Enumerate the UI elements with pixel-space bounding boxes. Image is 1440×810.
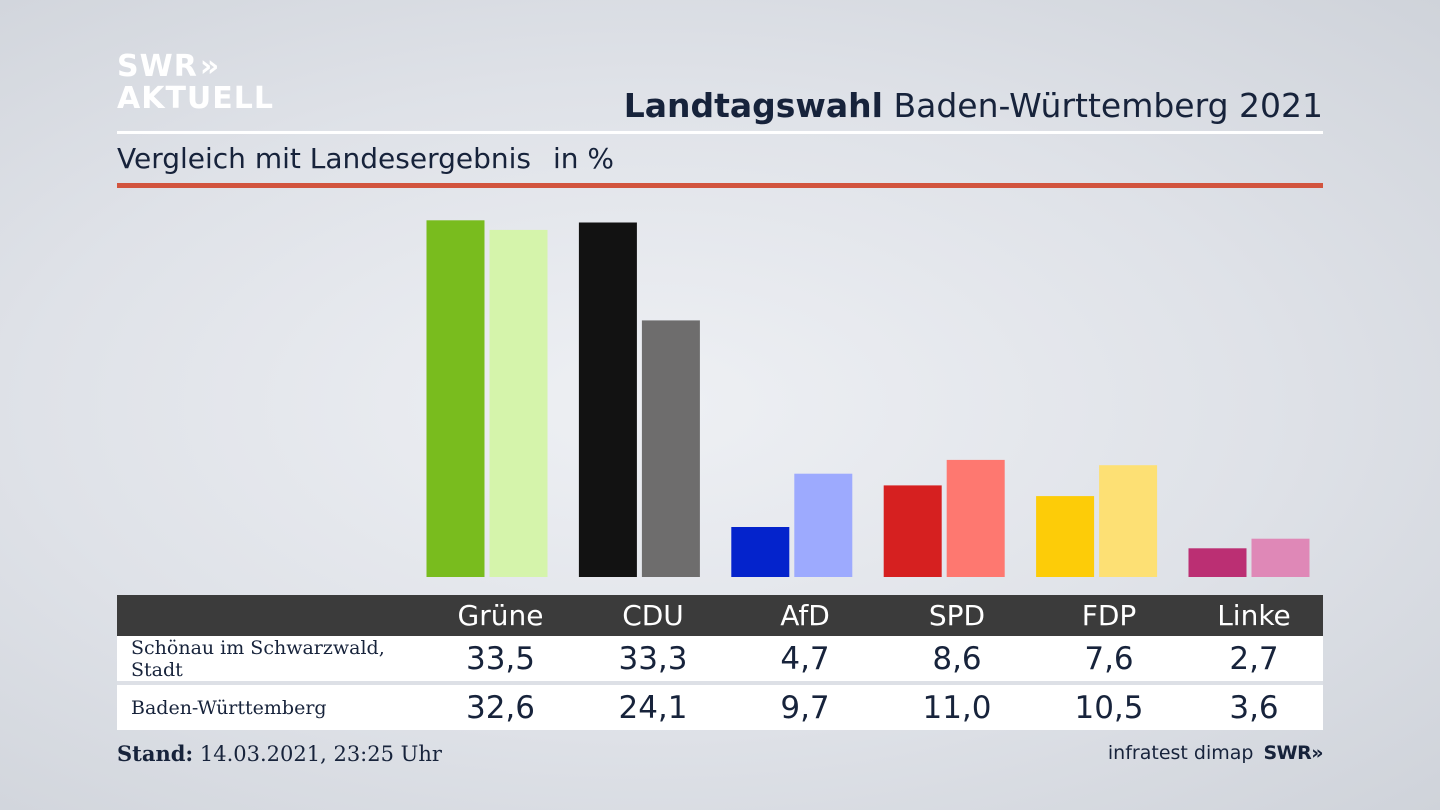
bar-fdp-local <box>1036 496 1095 577</box>
cell-value: 8,6 <box>881 636 1033 685</box>
header-cdu: CDU <box>577 595 729 636</box>
bar-gr-ne-local <box>426 220 485 578</box>
subtitle-text: Vergleich mit Landesergebnis <box>117 142 531 175</box>
table-row: Schönau im Schwarzwald, Stadt 33,5 33,3 … <box>117 636 1323 685</box>
cell-value: 33,3 <box>577 636 729 685</box>
accent-divider <box>117 183 1323 188</box>
title-bold: Landtagswahl <box>623 86 883 125</box>
cell-value: 33,5 <box>424 636 577 685</box>
bar-fdp-state <box>1099 465 1158 577</box>
source-text: infratest dimap <box>1107 742 1254 764</box>
swr-aktuell-logo: SWR» AKTUELL <box>117 52 274 114</box>
chart-subtitle: Vergleich mit Landesergebnis in % <box>117 142 614 175</box>
title-rest: Baden-Württemberg 2021 <box>893 86 1323 125</box>
swr-brand-icon: SWR» <box>1263 742 1323 764</box>
logo-swr: SWR <box>117 49 198 84</box>
stand-label: Stand: <box>117 741 194 766</box>
bar-cdu-local <box>578 222 637 577</box>
bar-afd-state <box>794 473 853 577</box>
results-table: Grüne CDU AfD SPD FDP Linke Schönau im S… <box>117 595 1323 730</box>
cell-value: 32,6 <box>424 683 577 730</box>
title-divider <box>117 131 1323 134</box>
bar-linke-state <box>1251 538 1310 577</box>
timestamp: Stand: 14.03.2021, 23:25 Uhr <box>117 741 442 766</box>
header-empty <box>117 595 424 636</box>
bar-spd-local <box>883 485 942 577</box>
bar-gr-ne-state <box>489 229 548 577</box>
row-label: Baden-Württemberg <box>117 683 424 730</box>
page-title: Landtagswahl Baden-Württemberg 2021 <box>624 86 1323 125</box>
header-spd: SPD <box>881 595 1033 636</box>
cell-value: 7,6 <box>1033 636 1185 685</box>
bar-afd-local <box>731 527 790 577</box>
cell-value: 9,7 <box>729 683 881 730</box>
cell-value: 4,7 <box>729 636 881 685</box>
stand-value: 14.03.2021, 23:25 Uhr <box>199 742 442 766</box>
subtitle-unit: in % <box>552 142 615 175</box>
cell-value: 24,1 <box>577 683 729 730</box>
cell-value: 2,7 <box>1185 636 1323 685</box>
cell-value: 11,0 <box>881 683 1033 730</box>
table-header-row: Grüne CDU AfD SPD FDP Linke <box>117 595 1323 636</box>
bar-linke-local <box>1188 548 1247 577</box>
bar-spd-state <box>946 459 1005 577</box>
header-fdp: FDP <box>1033 595 1185 636</box>
cell-value: 3,6 <box>1185 683 1323 730</box>
header-afd: AfD <box>729 595 881 636</box>
source-credit: infratest dimap SWR» <box>1107 742 1324 764</box>
logo-aktuell: AKTUELL <box>117 81 275 116</box>
table-row: Baden-Württemberg 32,6 24,1 9,7 11,0 10,… <box>117 683 1323 730</box>
header-gruene: Grüne <box>424 595 577 636</box>
row-label: Schönau im Schwarzwald, Stadt <box>117 636 424 685</box>
cell-value: 10,5 <box>1033 683 1185 730</box>
header-linke: Linke <box>1185 595 1323 636</box>
bar-cdu-state <box>641 320 700 577</box>
